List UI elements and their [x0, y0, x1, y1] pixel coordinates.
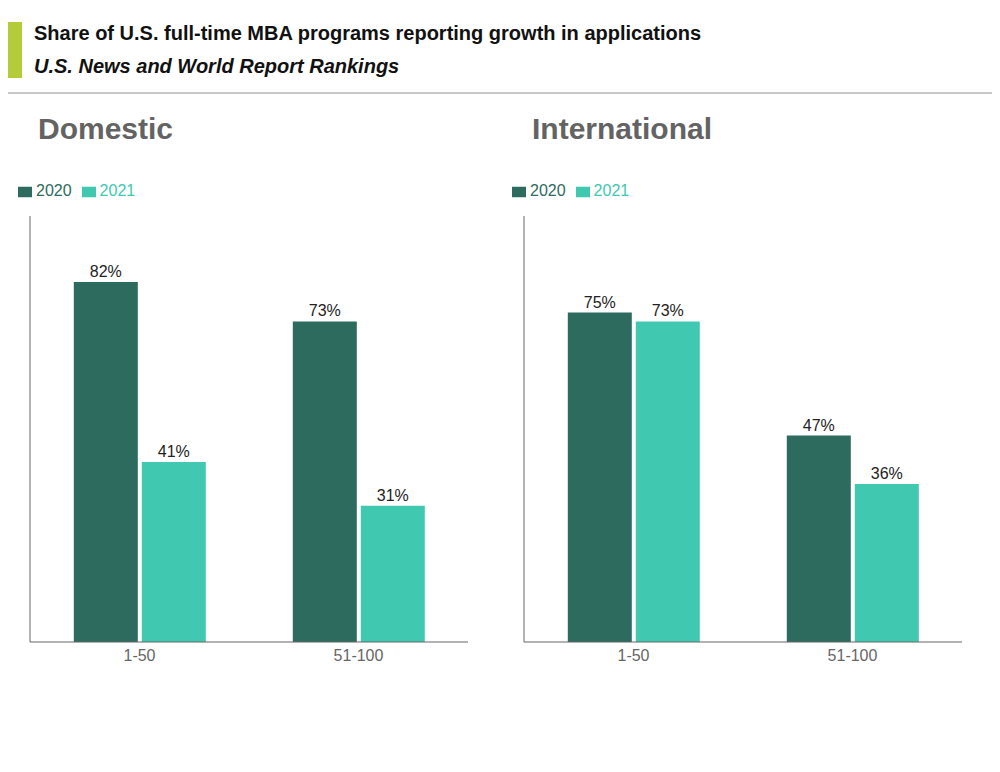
- html-text:Share of U.S. full-time MBA pr: Share of U.S. full-time MBA programs rep…: [34, 22, 702, 44]
- html-text:2020: 2020: [530, 182, 566, 199]
- svg-text:73%: 73%: [309, 302, 341, 319]
- svg-text:41%: 41%: [158, 443, 190, 460]
- html-text:Domestic: Domestic: [38, 112, 173, 145]
- svg-text:31%: 31%: [377, 487, 409, 504]
- svg-text:82%: 82%: [90, 263, 122, 280]
- html-text:2020: 2020: [36, 182, 72, 199]
- html-text:U.S. News and World Report Ran: U.S. News and World Report Rankings: [34, 55, 400, 77]
- svg-text:51-100: 51-100: [334, 647, 384, 664]
- html-text:2021: 2021: [593, 182, 630, 199]
- html-text:International: International: [532, 112, 712, 145]
- svg-text:51-100: 51-100: [828, 647, 878, 664]
- svg-text:47%: 47%: [803, 417, 835, 434]
- svg-text:36%: 36%: [871, 465, 903, 482]
- svg-text:1-50: 1-50: [617, 647, 649, 664]
- svg-text:73%: 73%: [652, 302, 684, 319]
- svg-text:1-50: 1-50: [123, 647, 155, 664]
- html-text:2021: 2021: [99, 182, 136, 199]
- svg-text:75%: 75%: [584, 294, 616, 311]
